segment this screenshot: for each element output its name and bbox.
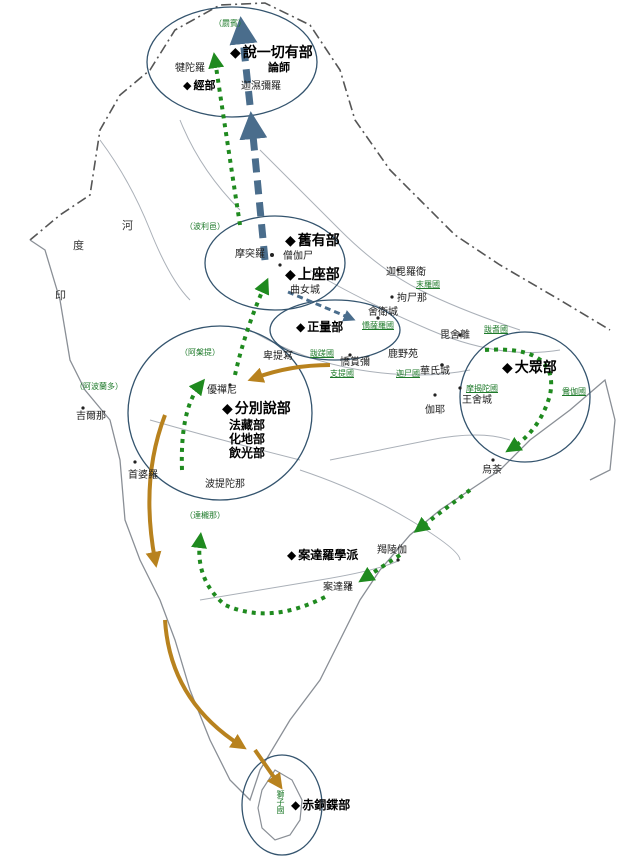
brown-arrow-3: [163, 619, 247, 750]
sect-sarvastivada-sub: 論師: [268, 61, 290, 74]
green-arrow-6: [413, 488, 472, 533]
circle-zhengliang: [269, 299, 401, 361]
city-shewei: 舍衛城: [368, 307, 398, 318]
blue-arrow-1: [239, 111, 269, 261]
city-jiapiluowei: 迦毘羅衛: [386, 267, 426, 278]
green-arrow-3: [179, 378, 205, 471]
sect-shangzuo: 上座部: [285, 268, 340, 282]
circle-polili: [204, 215, 346, 311]
river-char-du: 度: [73, 239, 84, 252]
region-mojietuo: 摩揭陀國: [466, 384, 498, 393]
region-dachen: （達櫬那）: [185, 511, 225, 520]
blue-arrows: [229, 16, 269, 261]
sri-lanka-outline: [257, 769, 303, 841]
city-wucha: 烏荼: [482, 465, 502, 476]
blue-arrow-3: [287, 290, 356, 322]
region-jiashi: 迦尸國: [396, 369, 420, 378]
city-beitisi: 卑提寫: [263, 351, 293, 362]
city-jielingqie: 羯陵伽: [377, 545, 407, 556]
region-polili: （波利邑）: [185, 222, 225, 231]
river-char-he: 河: [122, 219, 133, 232]
brown-arrows: [145, 363, 331, 790]
city-huashi: 華氏城: [420, 366, 450, 377]
green-arrow-5: [358, 553, 402, 583]
coastline: [29, 239, 616, 802]
region-jusaluo: 憍薩羅國: [362, 321, 394, 330]
circle-dazhong: [459, 331, 591, 463]
city-wangshe: 王舍城: [462, 395, 492, 406]
city-jiaoshanmi: 憍賞彌: [340, 357, 370, 368]
region-circles: [127, 6, 591, 856]
green-arrow-2: [233, 277, 270, 376]
city-sengqiashi: 僧伽尸: [283, 251, 313, 262]
northern-border: [29, 2, 611, 331]
city-yinpoluo: 首婆羅: [128, 470, 158, 481]
blue-arrow-2: [229, 16, 258, 106]
sect-andaluo: 案達羅學派: [287, 549, 358, 561]
region-batuo: 跋蹉國: [310, 349, 334, 358]
brown-arrow-4: [253, 748, 283, 790]
city-jiantuoluo: 犍陀羅: [175, 63, 205, 74]
sect-dazhong: 大眾部: [502, 361, 557, 375]
city-jiashimiluo: 迦濕彌羅: [241, 81, 281, 92]
sect-fenbie-sub3: 飲光部: [229, 446, 266, 460]
sect-chitong: 赤銅鍱部: [291, 799, 350, 811]
city-potituona: 波提陀那: [205, 479, 245, 490]
city-jushinuo: 拘尸那: [397, 293, 427, 304]
region-jibin: （罽賓）: [214, 19, 246, 28]
green-arrows: [179, 52, 554, 616]
city-andaluo: 案達羅: [323, 582, 353, 593]
city-jilanuo: 吉爾那: [76, 411, 106, 422]
sect-jingbu: 經部: [183, 80, 215, 91]
sect-sarvastivada: 說一切有部: [230, 46, 313, 60]
region-apolanduo: （阿波蘭多）: [75, 382, 123, 391]
brown-arrow-2: [145, 414, 167, 568]
rivers: [99, 119, 561, 601]
sect-fenbie: 分別說部: [222, 402, 291, 416]
city-qunucheng: 曲女城: [290, 285, 320, 296]
sect-zhengliang: 正量部: [296, 321, 343, 333]
city-motuluo: 摩突羅: [235, 249, 265, 260]
region-mola: 末羅國: [416, 280, 440, 289]
brown-arrow-1: [247, 363, 331, 383]
region-zhiti: 支提國: [330, 369, 354, 378]
city-kunshe: 毘舍離: [440, 330, 470, 341]
city-youchanni: 優禪尼: [207, 385, 237, 396]
region-shuqie: 鴦伽國: [562, 387, 586, 396]
sect-fenbie-sub2: 化地部: [229, 432, 266, 446]
circle-apanti: [127, 325, 313, 501]
river-char-yin: 印: [55, 289, 66, 302]
city-dots: [81, 253, 495, 587]
green-arrow-1: [208, 52, 242, 226]
city-jiaye: 伽耶: [425, 405, 445, 416]
region-poshe: 跋耆國: [484, 325, 508, 334]
sect-jiuyou: 舊有部: [285, 234, 340, 248]
region-shizi: 獅子國: [276, 790, 285, 814]
circle-jibin: [146, 6, 318, 118]
city-luyeyuan: 鹿野苑: [388, 349, 418, 360]
region-apanti: （阿槃提）: [180, 348, 220, 357]
sect-fenbie-sub1: 法藏部: [229, 418, 266, 432]
